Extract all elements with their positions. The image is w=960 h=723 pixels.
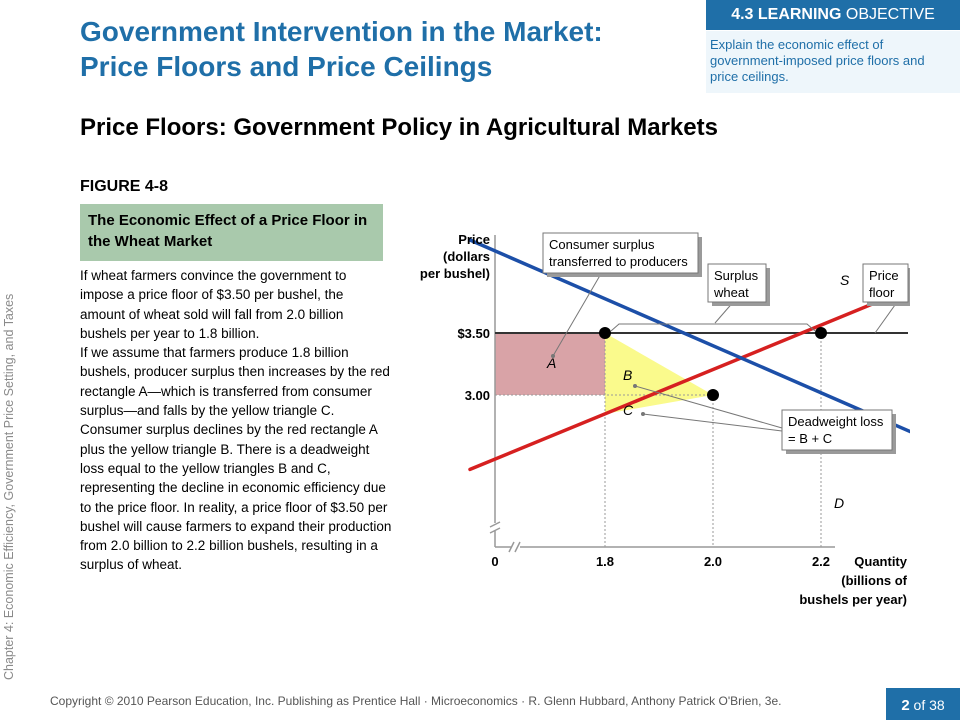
chart-labels: A B C S D Price (dollars per bushel) $3.50 3.00 0 1… [420, 232, 908, 607]
callout-surplus-wheat-text: Surplus [714, 268, 759, 283]
x-tick-label: 2.2 [812, 554, 830, 569]
chart-areas [495, 333, 713, 414]
callout-deadweight-loss-box [781, 409, 893, 451]
chart-points [599, 327, 827, 401]
callout-deadweight-loss-text: = B + C [788, 431, 832, 446]
figure-label: FIGURE 4-8 [80, 178, 169, 195]
area-a [495, 333, 605, 395]
page-total: of 38 [909, 697, 945, 713]
y-tick-label: 3.00 [465, 388, 490, 403]
callout-price-floor-text: Price [869, 268, 899, 283]
copyright-footer: Copyright © 2010 Pearson Education, Inc.… [50, 694, 782, 708]
figure-paragraph: If we assume that farmers produce 1.8 bi… [80, 345, 390, 419]
area-a-label: A [546, 355, 556, 371]
callout-surplus-wheat-text: wheat [713, 285, 749, 300]
figure-paragraph: If wheat farmers convince the government… [80, 268, 347, 341]
x-axis-label: Quantity [854, 554, 907, 569]
x-origin-label: 0 [491, 554, 498, 569]
leader-consumer-surplus [551, 271, 603, 358]
y-tick-label: $3.50 [457, 326, 490, 341]
learning-objective-text: Explain the economic effect of governmen… [706, 31, 960, 93]
callout-consumer-surplus-text: Consumer surplus [549, 237, 655, 252]
page-number: 2 of 38 [886, 688, 960, 720]
y-axis-break [489, 521, 501, 534]
figure-caption: The Economic Effect of a Price Floor in … [80, 204, 383, 261]
series-label-s: S [840, 272, 850, 288]
callout-surplus-wheat-box [707, 263, 767, 303]
figure-body: If wheat farmers convince the government… [80, 266, 392, 575]
callout-consumer-surplus: Consumer surplus transferred to producers [542, 232, 702, 277]
callout-deadweight-loss: Deadweight loss = B + C [781, 409, 896, 454]
objective-badge-rest: OBJECTIVE [841, 6, 935, 23]
data-point-2 [707, 389, 719, 401]
price-floor-chart: Consumer surplus transferred to producers… [420, 232, 910, 607]
y-axis-label: per bushel) [420, 266, 490, 281]
callout-consumer-surplus-text: transferred to producers [549, 254, 688, 269]
chapter-side-text: Chapter 4: Economic Efficiency, Governme… [2, 293, 16, 680]
x-axis-label: bushels per year) [799, 592, 907, 607]
chart-callouts: Consumer surplus transferred to producers… [542, 232, 910, 454]
y-axis-label: (dollars [443, 249, 490, 264]
chart-guides [495, 333, 822, 547]
objective-badge-bold: 4.3 LEARNING [731, 6, 842, 23]
slide-title: Government Intervention in the Market: P… [80, 14, 700, 84]
learning-objective-badge: 4.3 LEARNING OBJECTIVE [706, 0, 960, 30]
callout-surplus-wheat: Surplus wheat [707, 263, 770, 306]
page-current: 2 [901, 697, 910, 714]
series-line-s [468, 287, 910, 472]
chart-axes [489, 235, 835, 553]
figure-paragraph: Consumer surplus declines by the red rec… [80, 422, 392, 573]
y-axis-label: Price [458, 232, 490, 247]
callout-deadweight-loss-text: Deadweight loss [788, 414, 884, 429]
callout-price-floor-box [862, 263, 909, 303]
callout-consumer-surplus-box [542, 232, 699, 274]
slide-subtitle: Price Floors: Government Policy in Agric… [80, 114, 718, 141]
x-axis-break [508, 541, 521, 553]
leader-deadweight-b [633, 384, 783, 429]
callout-price-floor-text: floor [869, 285, 895, 300]
data-point-3 [815, 327, 827, 339]
callout-price-floor: Price floor [862, 263, 910, 306]
area-b [605, 333, 713, 395]
area-c [605, 395, 713, 414]
surplus-bracket [610, 323, 816, 332]
x-tick-label: 1.8 [596, 554, 614, 569]
title-line-2: Price Floors and Price Ceilings [80, 51, 493, 82]
data-point-1 [599, 327, 611, 339]
x-tick-label: 2.0 [704, 554, 722, 569]
area-b-label: B [623, 367, 632, 383]
x-axis-label: (billions of [841, 573, 907, 588]
series-label-d: D [834, 495, 844, 511]
leader-deadweight-c [641, 412, 783, 432]
title-line-1: Government Intervention in the Market: [80, 16, 603, 47]
area-c-label: C [623, 402, 634, 418]
